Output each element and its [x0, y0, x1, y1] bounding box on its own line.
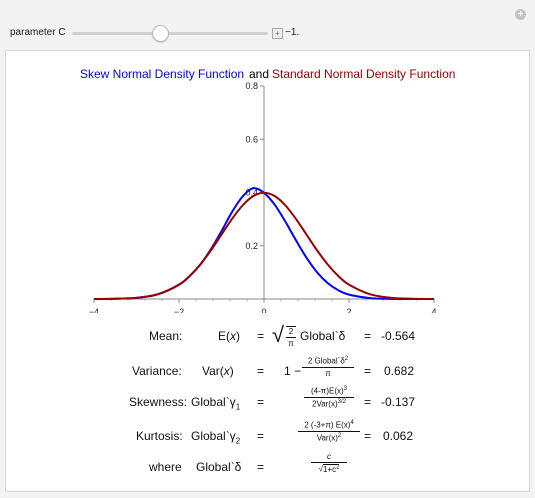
skewness-eq2: = — [364, 395, 372, 409]
mean-lhs: E(x) — [218, 329, 240, 343]
skewness-fraction: (4-π)E(x)3 2Var(x)3/2 — [304, 386, 354, 408]
kurtosis-value: 0.062 — [383, 429, 414, 443]
where-fraction: c √1+c2 — [311, 452, 347, 474]
skewness-lhs: Global`γ1 — [191, 395, 241, 412]
add-bookmark-icon[interactable]: + — [515, 9, 526, 20]
kurtosis-label: Kurtosis: — [136, 429, 183, 443]
where-eq: = — [257, 460, 265, 474]
title-and: and — [249, 67, 269, 81]
y-tick-label: 0.8 — [245, 81, 258, 91]
output-panel: Skew Normal Density Function and Standar… — [5, 50, 530, 492]
series-line-standard-normal — [93, 191, 435, 300]
mean-rhs: Global`δ — [300, 329, 346, 343]
density-plot: Skew Normal Density Function and Standar… — [80, 67, 455, 313]
mean-label: Mean: — [149, 329, 183, 343]
variance-lhs: Var(x) — [202, 364, 234, 378]
mean-eq: = — [257, 329, 265, 343]
title-skew: Skew Normal Density Function — [80, 67, 244, 81]
variance-label: Variance: — [132, 364, 182, 378]
mean-eq2: = — [364, 329, 372, 343]
skewness-value: -0.137 — [381, 395, 416, 409]
variance-eq2: = — [364, 364, 372, 378]
variance-one-minus: 1 − — [284, 364, 302, 378]
skewness-eq: = — [257, 395, 265, 409]
y-tick-label: 0.4 — [245, 188, 258, 198]
y-tick-label: 0.6 — [245, 134, 258, 144]
parameter-value: −1. — [285, 27, 300, 38]
parameter-slider-thumb[interactable] — [152, 25, 170, 42]
title-standard: Standard Normal Density Function — [272, 67, 455, 81]
skewness-label: Skewness: — [129, 395, 188, 409]
where-label: where — [149, 460, 182, 474]
x-tick-label: 2 — [346, 307, 351, 313]
mean-value: -0.564 — [381, 329, 416, 343]
slider-expand-icon[interactable]: + — [272, 28, 283, 39]
x-tick-label: −4 — [89, 307, 99, 313]
kurtosis-eq2: = — [364, 429, 372, 443]
x-tick-label: −2 — [174, 307, 184, 313]
mean-sqrt: √ — [272, 322, 285, 347]
parameter-label: parameter C — [10, 27, 66, 38]
parameter-slider-track[interactable] — [72, 32, 268, 35]
variance-fraction: 2 Global`δ2 π — [302, 356, 354, 378]
x-tick-label: 0 — [261, 307, 266, 313]
variance-eq: = — [257, 364, 265, 378]
variance-value: 0.682 — [384, 364, 415, 378]
x-tick-label: 4 — [431, 307, 436, 313]
y-tick-label: 0.2 — [245, 241, 258, 251]
kurtosis-lhs: Global`γ2 — [191, 429, 241, 446]
kurtosis-eq: = — [257, 429, 265, 443]
where-lhs: Global`δ — [196, 460, 242, 474]
kurtosis-fraction: 2 (-3+π) E(x)4 Var(x)2 — [298, 420, 360, 442]
